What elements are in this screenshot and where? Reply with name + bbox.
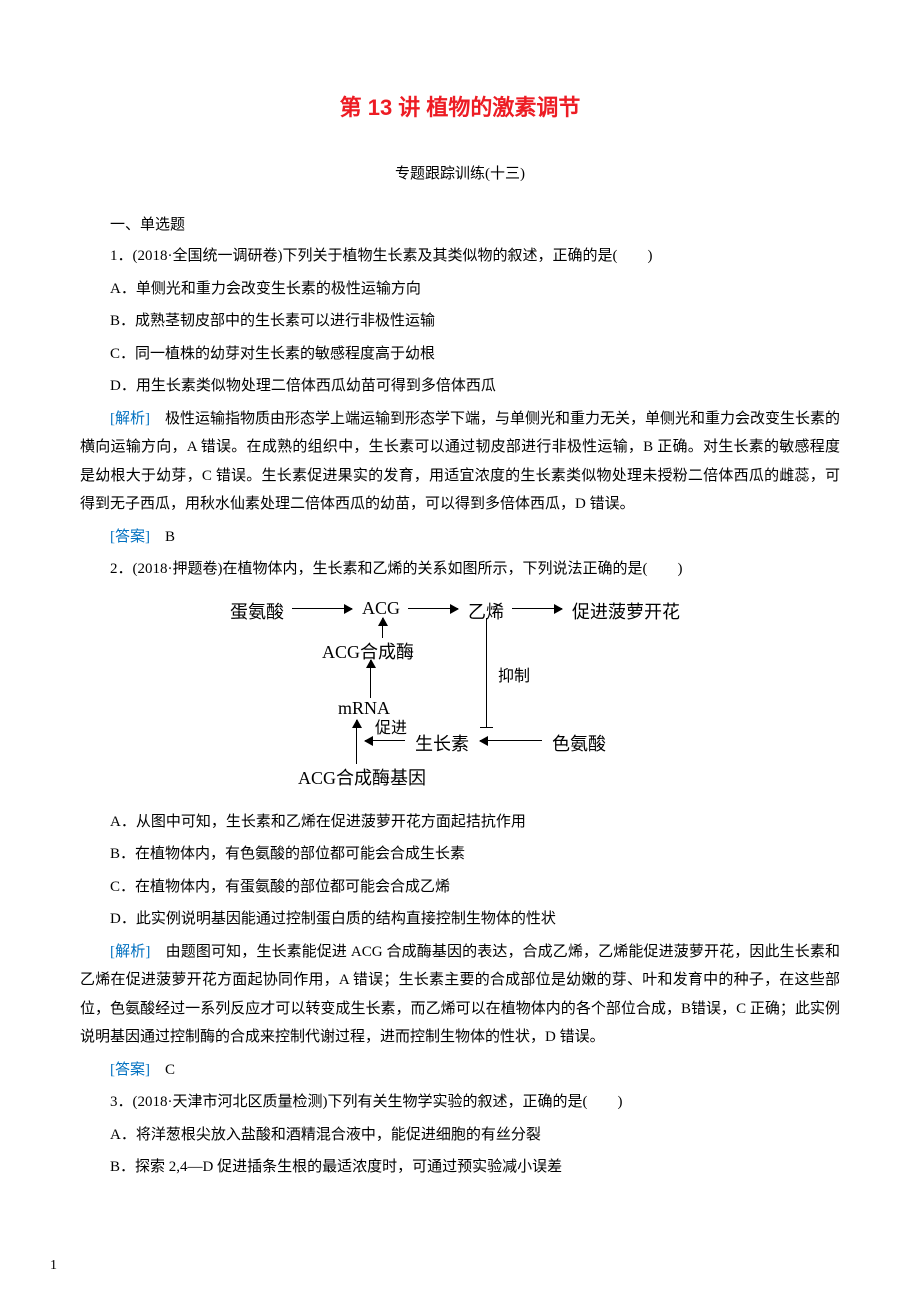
node-acg-gene: ACG合成酶基因	[298, 764, 426, 790]
arrow-cujin-rev	[365, 740, 405, 741]
node-szs: 生长素	[415, 730, 469, 756]
explanation-label: [解析]	[110, 944, 150, 960]
q2-explanation: [解析] 由题图可知，生长素能促进 ACG 合成酶基因的表达，合成乙烯，乙烯能促…	[80, 938, 840, 1052]
node-dan: 蛋氨酸	[230, 598, 284, 624]
q1-opt-d: D．用生长素类似物处理二倍体西瓜幼苗可得到多倍体西瓜	[80, 372, 840, 401]
q1-opt-a: A．单侧光和重力会改变生长素的极性运输方向	[80, 275, 840, 304]
section-heading: 一、单选题	[80, 213, 840, 234]
answer-text: C	[150, 1062, 175, 1078]
node-boluo: 促进菠萝开花	[572, 598, 680, 624]
q2-opt-b: B．在植物体内，有色氨酸的部位都可能会合成生长素	[80, 840, 840, 869]
arrow-gene-up	[356, 720, 357, 764]
q1-opt-c: C．同一植株的幼芽对生长素的敏感程度高于幼根	[80, 340, 840, 369]
arrow-2	[408, 608, 458, 609]
explanation-label: [解析]	[110, 411, 150, 427]
arrow-1	[292, 608, 352, 609]
q2-opt-a: A．从图中可知，生长素和乙烯在促进菠萝开花方面起拮抗作用	[80, 808, 840, 837]
page-number: 1	[50, 1258, 57, 1274]
pathway-diagram: 蛋氨酸 ACG 乙烯 促进菠萝开花 ACG合成酶 mRNA 促进 生长素 色氨酸…	[230, 596, 690, 796]
subtitle: 专题跟踪训练(十三)	[80, 162, 840, 183]
q1-answer: [答案] B	[80, 523, 840, 552]
arrow-mrna-up	[370, 660, 371, 698]
q2-opt-c: C．在植物体内，有蛋氨酸的部位都可能会合成乙烯	[80, 873, 840, 902]
q3-opt-b: B．探索 2,4—D 促进插条生根的最适浓度时，可通过预实验减小误差	[80, 1153, 840, 1182]
explanation-text: 极性运输指物质由形态学上端运输到形态学下端，与单侧光和重力无关，单侧光和重力会改…	[80, 411, 840, 513]
inhibit-bar	[480, 727, 493, 728]
q1-stem: 1．(2018·全国统一调研卷)下列关于植物生长素及其类似物的叙述，正确的是( …	[80, 242, 840, 271]
node-acg: ACG	[362, 598, 400, 619]
q1-explanation: [解析] 极性运输指物质由形态学上端运输到形态学下端，与单侧光和重力无关，单侧光…	[80, 405, 840, 519]
q3-opt-a: A．将洋葱根尖放入盐酸和酒精混合液中，能促进细胞的有丝分裂	[80, 1121, 840, 1150]
page-title: 第 13 讲 植物的激素调节	[80, 90, 840, 122]
label-yizhi: 抑制	[498, 662, 530, 686]
node-sean: 色氨酸	[552, 730, 606, 756]
arrow-3	[512, 608, 562, 609]
arrow-yizhi-down	[486, 618, 487, 728]
answer-text: B	[150, 529, 175, 545]
q1-opt-b: B．成熟茎韧皮部中的生长素可以进行非极性运输	[80, 307, 840, 336]
arrow-sean-rev	[480, 740, 542, 741]
arrow-acg-up	[382, 618, 383, 638]
label-cujin: 促进	[375, 714, 407, 738]
answer-label: [答案]	[110, 1062, 150, 1078]
q2-opt-d: D．此实例说明基因能通过控制蛋白质的结构直接控制生物体的性状	[80, 905, 840, 934]
answer-label: [答案]	[110, 529, 150, 545]
q3-stem: 3．(2018·天津市河北区质量检测)下列有关生物学实验的叙述，正确的是( )	[80, 1088, 840, 1117]
explanation-text: 由题图可知，生长素能促进 ACG 合成酶基因的表达，合成乙烯，乙烯能促进菠萝开花…	[80, 944, 840, 1046]
q2-answer: [答案] C	[80, 1056, 840, 1085]
q2-stem: 2．(2018·押题卷)在植物体内，生长素和乙烯的关系如图所示，下列说法正确的是…	[80, 555, 840, 584]
